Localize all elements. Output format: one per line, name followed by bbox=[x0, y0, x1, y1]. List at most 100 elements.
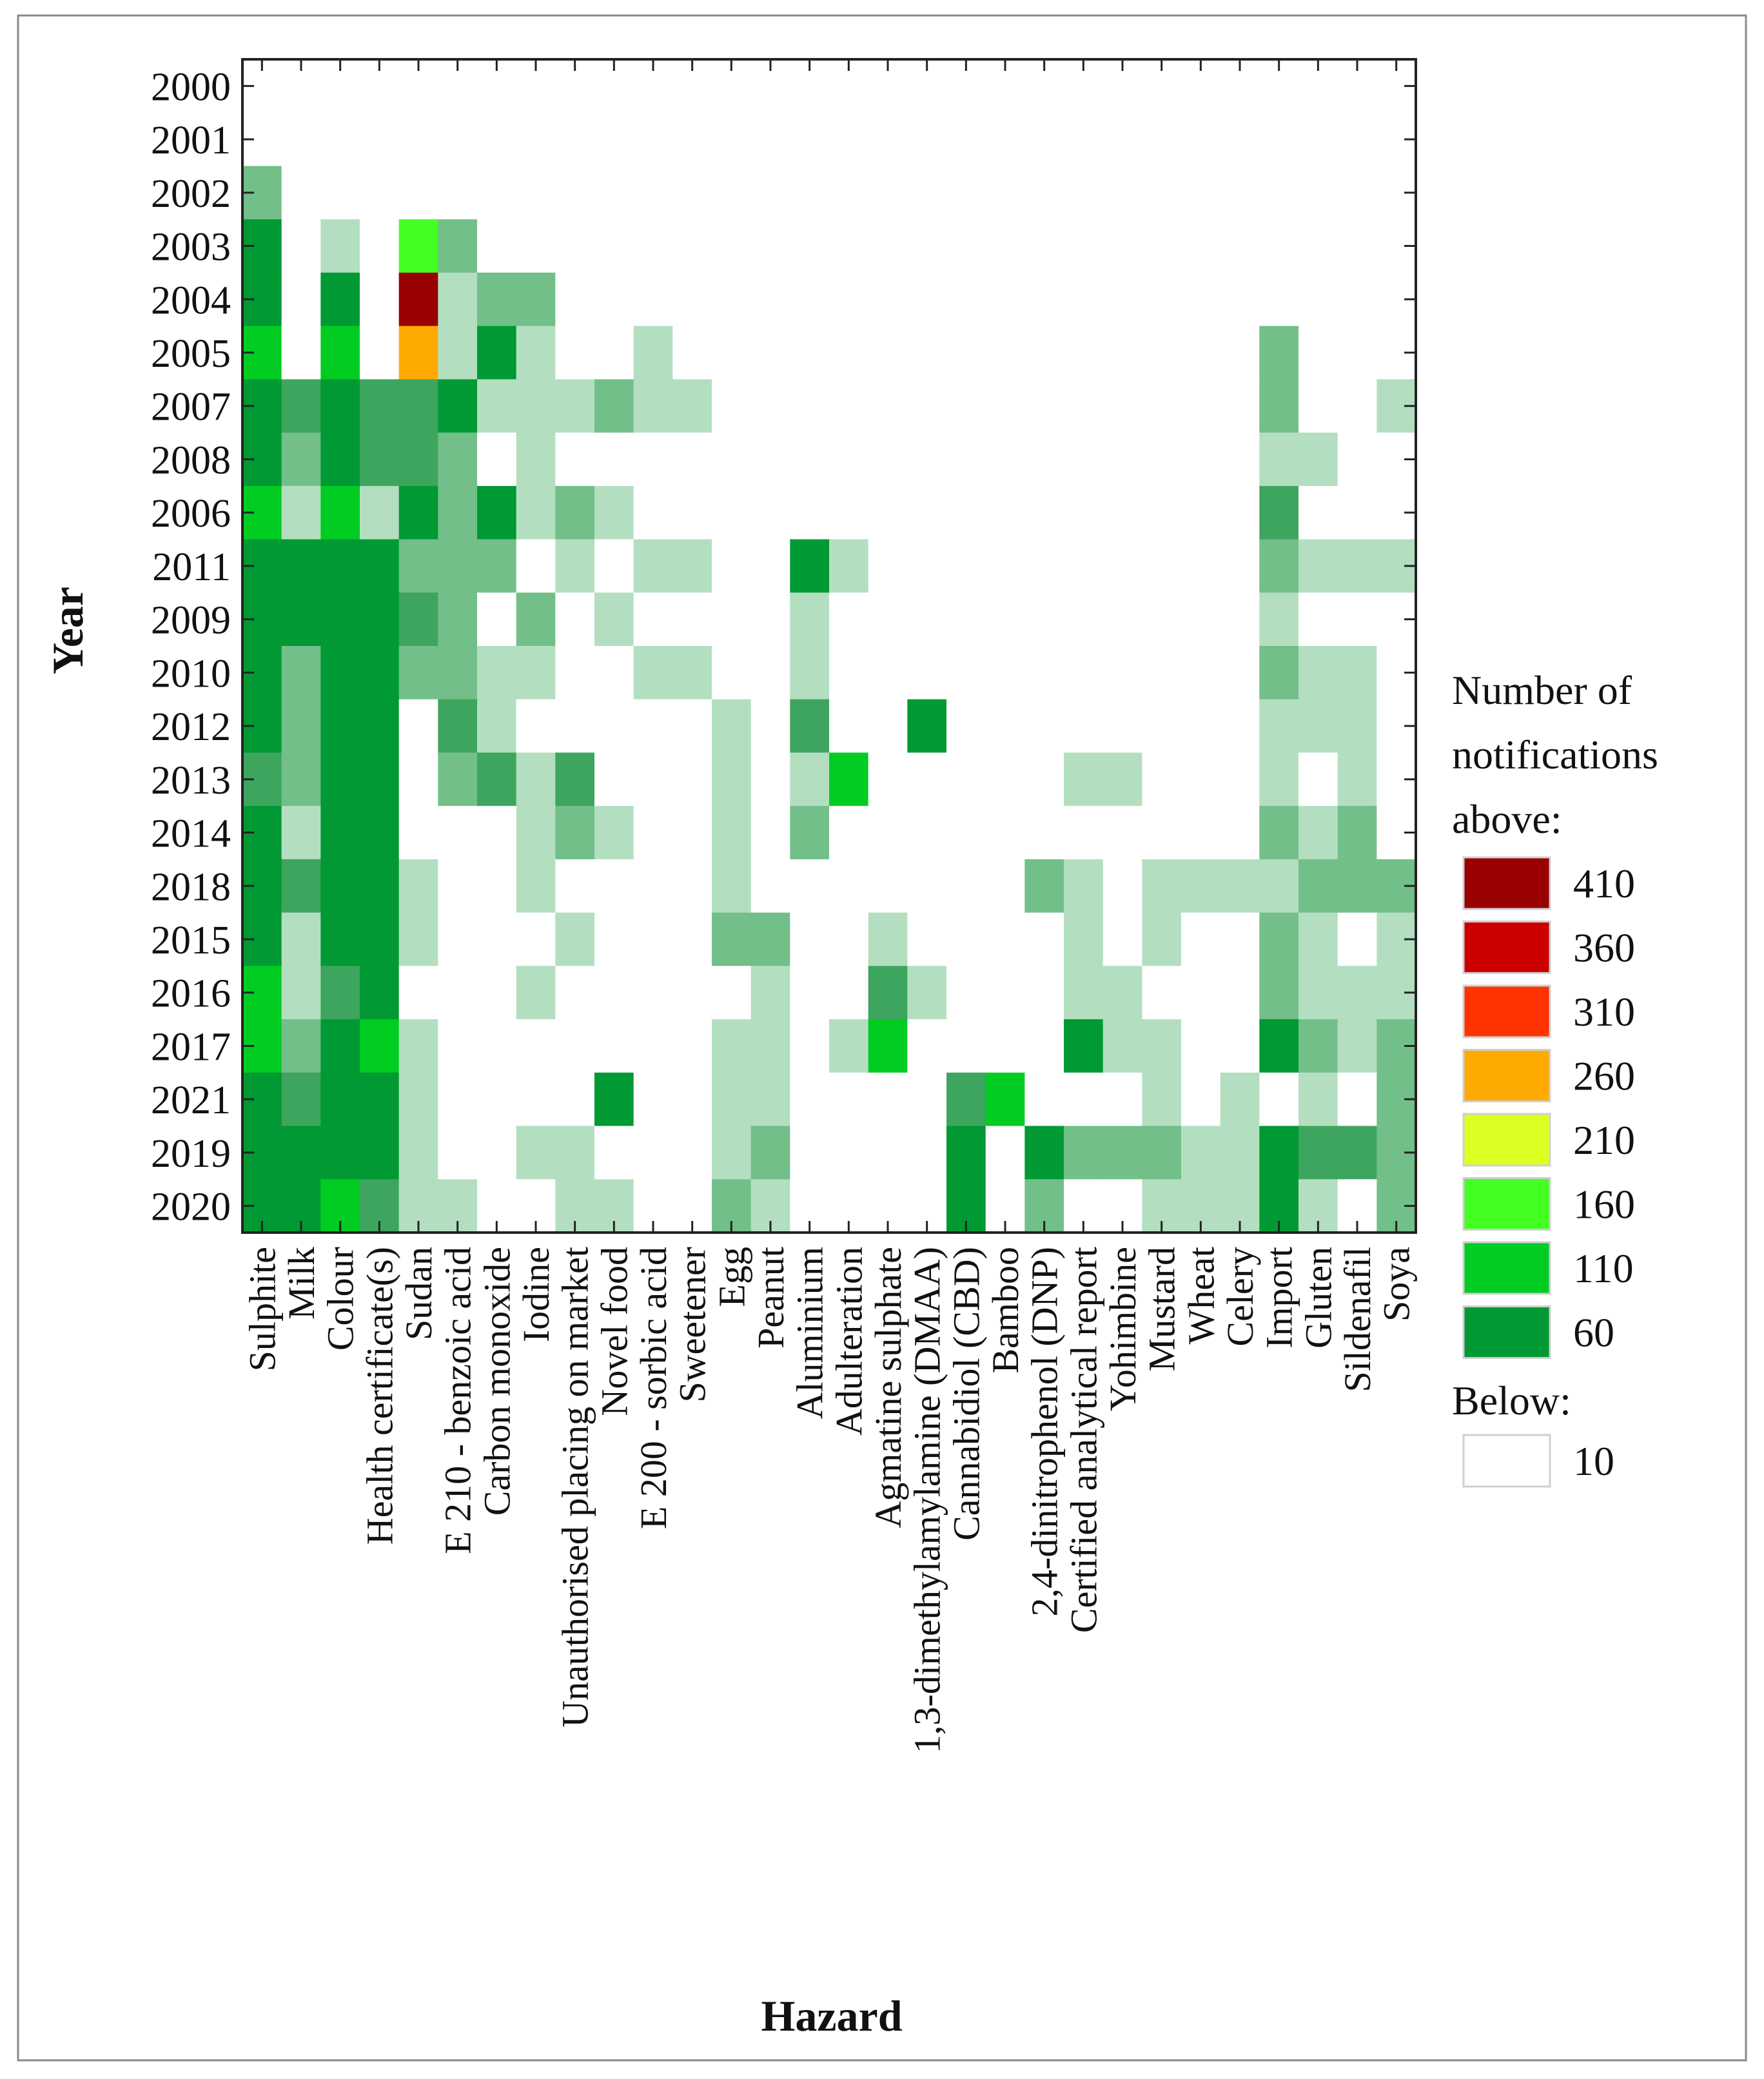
x-tick-label-soya: Soya bbox=[1376, 1247, 1418, 1322]
cell-2019-egg bbox=[712, 1126, 752, 1180]
cell-2006-mustard bbox=[1142, 485, 1182, 540]
cell-2021-bamboo bbox=[985, 1072, 1025, 1127]
cell-2002-health-certificate-s bbox=[360, 166, 400, 220]
cell-2013-agmatine-sulphate bbox=[868, 752, 908, 806]
cell-2016-e-210-benzoic-acid bbox=[438, 966, 478, 1020]
cell-2003-bamboo bbox=[985, 219, 1025, 273]
cell-2001-e-200-sorbic-acid bbox=[633, 112, 673, 167]
y-tick-label-2000: 2000 bbox=[151, 65, 231, 109]
x-tick-label-peanut: Peanut bbox=[750, 1247, 792, 1349]
cell-2006-milk bbox=[281, 485, 321, 540]
x-tick-label-health-certificate-s: Health certificate(s) bbox=[358, 1247, 400, 1545]
cell-2007-sildenafil bbox=[1337, 379, 1377, 433]
cell-2009-peanut bbox=[750, 592, 790, 647]
cell-2003-cannabidiol-cbd bbox=[946, 219, 986, 273]
cell-2012-celery bbox=[1220, 699, 1260, 754]
cell-2016-egg bbox=[712, 966, 752, 1020]
y-tick-label-2016: 2016 bbox=[151, 972, 231, 1016]
cell-2015-peanut bbox=[750, 912, 790, 966]
cell-2015-sweetener bbox=[672, 912, 712, 966]
cell-2012-2-4-dinitrophenol-dnp bbox=[1024, 699, 1064, 754]
cell-2003-certified-analytical-report bbox=[1064, 219, 1104, 273]
cell-2013-1-3-dimethylamylamine-dmaa bbox=[907, 752, 947, 806]
cell-2013-cannabidiol-cbd bbox=[946, 752, 986, 806]
x-tick-label-sudan: Sudan bbox=[398, 1247, 440, 1340]
cell-2008-gluten bbox=[1298, 433, 1338, 487]
cell-2004-2-4-dinitrophenol-dnp bbox=[1024, 272, 1064, 327]
cell-2012-import bbox=[1259, 699, 1299, 754]
cell-2007-wheat bbox=[1181, 379, 1221, 433]
cell-2021-aluminium bbox=[790, 1072, 830, 1127]
cell-2011-aluminium bbox=[790, 539, 830, 593]
cell-2010-peanut bbox=[750, 646, 790, 700]
cell-2016-e-200-sorbic-acid bbox=[633, 966, 673, 1020]
cell-2016-celery bbox=[1220, 966, 1260, 1020]
cell-2007-certified-analytical-report bbox=[1064, 379, 1104, 433]
cell-2004-1-3-dimethylamylamine-dmaa bbox=[907, 272, 947, 327]
cell-2013-sweetener bbox=[672, 752, 712, 806]
cell-2007-import bbox=[1259, 379, 1299, 433]
cell-2012-peanut bbox=[750, 699, 790, 754]
cell-2014-celery bbox=[1220, 806, 1260, 860]
cell-2013-bamboo bbox=[985, 752, 1025, 806]
cell-2004-celery bbox=[1220, 272, 1260, 327]
cell-2015-wheat bbox=[1181, 912, 1221, 966]
legend-label-310: 310 bbox=[1573, 989, 1635, 1035]
cell-2005-e-200-sorbic-acid bbox=[633, 326, 673, 380]
y-tick-label-2008: 2008 bbox=[151, 438, 231, 482]
cell-2011-milk bbox=[281, 539, 321, 593]
cell-2008-certified-analytical-report bbox=[1064, 433, 1104, 487]
y-tick-label-2001: 2001 bbox=[151, 119, 231, 162]
cell-2015-cannabidiol-cbd bbox=[946, 912, 986, 966]
x-tick-label-certified-analytical-report: Certified analytical report bbox=[1063, 1247, 1104, 1633]
y-tick-label-2011: 2011 bbox=[152, 545, 231, 589]
cell-2002-certified-analytical-report bbox=[1064, 166, 1104, 220]
y-tick-label-2014: 2014 bbox=[151, 812, 231, 856]
cell-2015-health-certificate-s bbox=[360, 912, 400, 966]
cell-2010-novel-food bbox=[594, 646, 634, 700]
cell-2019-iodine bbox=[516, 1126, 556, 1180]
cell-2001-mustard bbox=[1142, 112, 1182, 167]
cell-2005-sweetener bbox=[672, 326, 712, 380]
cell-2008-mustard bbox=[1142, 433, 1182, 487]
cell-2018-e-210-benzoic-acid bbox=[438, 859, 478, 913]
cell-2010-iodine bbox=[516, 646, 556, 700]
cell-2011-unauthorised-placing-on-market bbox=[555, 539, 595, 593]
cell-2014-milk bbox=[281, 806, 321, 860]
cell-2012-e-210-benzoic-acid bbox=[438, 699, 478, 754]
cell-2003-agmatine-sulphate bbox=[868, 219, 908, 273]
cell-2021-sweetener bbox=[672, 1072, 712, 1127]
cell-2008-colour bbox=[320, 433, 360, 487]
cell-2001-gluten bbox=[1298, 112, 1338, 167]
cell-2014-health-certificate-s bbox=[360, 806, 400, 860]
x-tick-label-wheat: Wheat bbox=[1180, 1247, 1222, 1344]
cell-2019-certified-analytical-report bbox=[1064, 1126, 1104, 1180]
cell-2011-iodine bbox=[516, 539, 556, 593]
cell-2005-aluminium bbox=[790, 326, 830, 380]
cell-2006-yohimbine bbox=[1102, 485, 1142, 540]
cell-2006-1-3-dimethylamylamine-dmaa bbox=[907, 485, 947, 540]
cell-2015-2-4-dinitrophenol-dnp bbox=[1024, 912, 1064, 966]
cell-2019-health-certificate-s bbox=[360, 1126, 400, 1180]
cell-2013-sildenafil bbox=[1337, 752, 1377, 806]
legend-swatch-210 bbox=[1462, 1113, 1551, 1167]
cell-2014-sudan bbox=[398, 806, 438, 860]
cell-2021-certified-analytical-report bbox=[1064, 1072, 1104, 1127]
y-axis-label: Year bbox=[43, 587, 92, 674]
legend-label-210: 210 bbox=[1573, 1117, 1635, 1163]
x-tick-label-milk: Milk bbox=[280, 1247, 322, 1320]
cell-2007-1-3-dimethylamylamine-dmaa bbox=[907, 379, 947, 433]
cell-2012-adulteration bbox=[829, 699, 869, 754]
cell-2011-agmatine-sulphate bbox=[868, 539, 908, 593]
cell-2017-sudan bbox=[398, 1019, 438, 1073]
cell-2007-2-4-dinitrophenol-dnp bbox=[1024, 379, 1064, 433]
cell-2007-celery bbox=[1220, 379, 1260, 433]
cell-2013-certified-analytical-report bbox=[1064, 752, 1104, 806]
cell-2019-aluminium bbox=[790, 1126, 830, 1180]
cell-2014-carbon-monoxide bbox=[477, 806, 517, 860]
cell-2009-health-certificate-s bbox=[360, 592, 400, 647]
cell-2001-unauthorised-placing-on-market bbox=[555, 112, 595, 167]
cell-2003-colour bbox=[320, 219, 360, 273]
cell-2011-e-200-sorbic-acid bbox=[633, 539, 673, 593]
